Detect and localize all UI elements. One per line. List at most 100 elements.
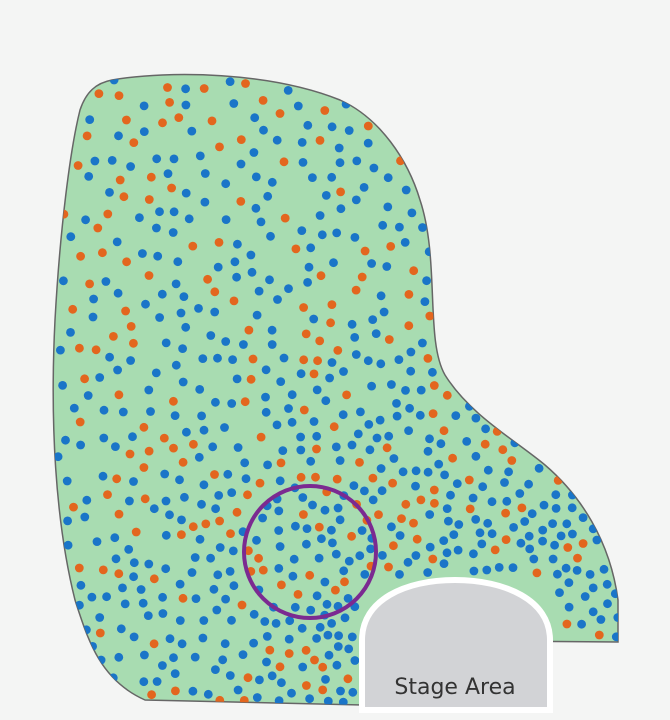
person-dot-blue — [449, 530, 459, 539]
person-dot-blue — [405, 403, 414, 413]
person-dot-blue — [321, 396, 331, 406]
person-dot-orange — [68, 304, 78, 314]
person-dot-blue — [63, 540, 73, 550]
person-dot-orange — [423, 354, 433, 363]
person-dot-blue — [195, 534, 205, 544]
person-dot-blue — [187, 568, 197, 577]
person-dot-blue — [356, 407, 365, 417]
person-dot-blue — [81, 215, 90, 225]
person-dot-blue — [303, 120, 313, 130]
person-dot-blue — [314, 553, 324, 563]
person-dot-blue — [181, 100, 191, 110]
person-dot-blue — [209, 584, 219, 594]
person-dot-orange — [428, 554, 438, 564]
person-dot-blue — [284, 634, 294, 644]
person-dot-blue — [76, 440, 85, 450]
person-dot-orange — [368, 473, 378, 483]
person-dot-blue — [331, 549, 341, 559]
person-dot-blue — [211, 504, 221, 514]
person-dot-blue — [379, 307, 389, 317]
person-dot-orange — [122, 257, 131, 267]
person-dot-blue — [378, 551, 387, 560]
person-dot-blue — [369, 163, 379, 173]
person-dot-orange — [189, 439, 198, 449]
person-dot-blue — [317, 230, 327, 240]
person-dot-blue — [588, 607, 598, 617]
person-dot-blue — [400, 238, 410, 247]
person-dot-orange — [201, 519, 211, 529]
person-dot-blue — [140, 650, 149, 660]
person-dot-blue — [177, 639, 187, 649]
person-dot-blue — [364, 420, 374, 429]
person-dot-orange — [169, 443, 178, 453]
person-dot-blue — [198, 354, 208, 363]
person-dot-blue — [529, 554, 539, 564]
person-dot-blue — [585, 570, 595, 579]
person-dot-blue — [548, 519, 557, 528]
person-dot-blue — [395, 222, 404, 232]
person-dot-blue — [63, 516, 72, 526]
person-dot-blue — [171, 279, 181, 289]
person-dot-orange — [480, 439, 490, 449]
person-dot-blue — [509, 523, 518, 532]
person-dot-blue — [296, 445, 306, 455]
person-dot-orange — [347, 531, 356, 541]
person-dot-blue — [190, 553, 200, 562]
person-dot-blue — [436, 439, 446, 449]
person-dot-blue — [483, 465, 493, 475]
person-dot-orange — [388, 478, 397, 488]
person-dot-blue — [483, 518, 493, 528]
person-dot-blue — [334, 143, 344, 153]
person-dot-blue — [272, 420, 282, 430]
person-dot-blue — [323, 630, 333, 640]
person-dot-orange — [226, 529, 235, 538]
person-dot-orange — [254, 553, 263, 563]
person-dot-blue — [351, 350, 361, 359]
person-dot-blue — [176, 308, 186, 318]
person-dot-orange — [210, 470, 219, 479]
person-dot-orange — [311, 472, 320, 482]
person-dot-orange — [258, 96, 268, 105]
person-dot-blue — [304, 262, 314, 272]
person-dot-blue — [225, 567, 235, 576]
person-dot-orange — [301, 645, 311, 655]
stage-label: Stage Area — [394, 675, 515, 700]
person-dot-orange — [256, 432, 266, 442]
person-dot-blue — [170, 411, 180, 420]
person-dot-blue — [500, 478, 509, 487]
person-dot-blue — [221, 215, 231, 225]
person-dot-orange — [140, 494, 150, 504]
person-dot-blue — [98, 471, 108, 481]
person-dot-blue — [478, 482, 488, 492]
person-dot-blue — [551, 504, 561, 513]
person-dot-blue — [556, 531, 566, 541]
person-dot-orange — [165, 98, 175, 107]
person-dot-blue — [288, 571, 298, 581]
person-dot-blue — [524, 479, 533, 489]
person-dot-blue — [199, 480, 209, 490]
person-dot-blue — [329, 258, 338, 268]
person-dot-blue — [83, 391, 93, 400]
person-dot-blue — [577, 619, 586, 629]
person-dot-blue — [296, 369, 306, 379]
person-dot-orange — [82, 131, 92, 141]
person-dot-blue — [322, 599, 332, 609]
person-dot-orange — [76, 251, 85, 261]
person-dot-orange — [296, 472, 306, 482]
person-dot-blue — [327, 172, 337, 182]
person-dot-blue — [197, 499, 206, 509]
person-dot-blue — [153, 251, 163, 261]
person-dot-orange — [507, 456, 517, 465]
person-dot-blue — [249, 609, 259, 619]
person-dot-blue — [158, 609, 168, 618]
person-dot-orange — [98, 248, 107, 258]
person-dot-blue — [452, 479, 462, 488]
person-dot-blue — [312, 431, 322, 441]
person-dot-blue — [255, 675, 264, 685]
person-dot-orange — [293, 590, 303, 599]
person-dot-blue — [266, 231, 275, 241]
person-dot-blue — [276, 377, 286, 386]
person-dot-orange — [144, 446, 154, 456]
person-dot-blue — [214, 491, 224, 500]
person-dot-blue — [262, 657, 271, 667]
